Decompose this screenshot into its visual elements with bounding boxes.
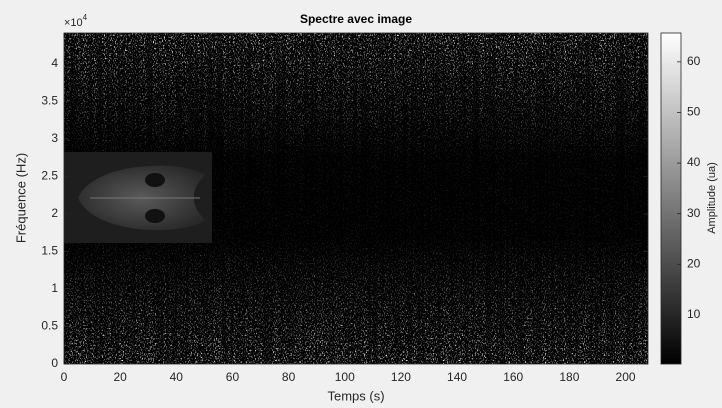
colorbar-label: Amplitude (ua) [706,162,718,234]
y-tick-label: 0 [51,356,58,370]
colorbar [660,32,682,365]
y-tick-label: 1.5 [41,244,58,258]
x-tick-label: 40 [170,370,184,384]
x-tick-label: 200 [616,370,636,384]
x-tick-label: 80 [282,370,296,384]
colorbar-tick-label: 30 [687,206,701,220]
y-tick-label: 3.5 [41,93,58,107]
colorbar-tick-label: 40 [687,155,701,169]
y-tick-label: 2 [51,206,58,220]
x-tick-label: 100 [335,370,355,384]
x-tick-label: 0 [61,370,68,384]
y-axis-label: Fréquence (Hz) [13,153,28,243]
axes-box [63,32,649,365]
x-tick-label: 140 [447,370,467,384]
y-tick-label: 0.5 [41,319,58,333]
colorbar-tick-label: 50 [687,105,701,119]
chart-title: Spectre avec image [300,12,412,26]
spectrogram-image [64,33,648,364]
colorbar-tick-label: 20 [687,256,701,270]
multiplier-base: ×10 [64,17,83,29]
x-tick-label: 20 [113,370,127,384]
colorbar-tick-label: 60 [687,54,701,68]
y-multiplier: ×104 [64,13,88,29]
x-tick-label: 120 [391,370,411,384]
x-axis-label: Temps (s) [327,388,384,403]
y-tick-label: 4 [51,56,58,70]
y-tick-label: 1 [51,281,58,295]
x-tick-label: 60 [226,370,240,384]
x-tick-label: 160 [503,370,523,384]
y-tick-label: 3 [51,131,58,145]
y-tick-label: 2.5 [41,169,58,183]
x-tick-label: 180 [559,370,579,384]
multiplier-exponent: 4 [83,13,88,22]
colorbar-tick-label: 10 [687,307,701,321]
